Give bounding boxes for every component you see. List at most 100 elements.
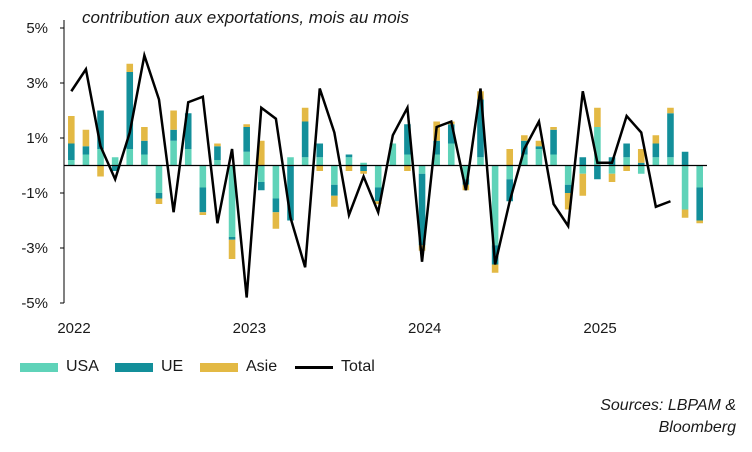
bar-asie [258,140,265,166]
bar-usa [652,157,660,166]
bar-ue [374,187,382,202]
bar-usa [345,157,353,166]
source-line-2: Bloomberg [658,419,736,436]
y-tick-label: 3% [26,75,48,92]
bar-asie [623,165,630,171]
bar-usa [272,165,280,199]
bar-ue [214,146,221,160]
bar-ue [433,140,440,155]
bar-asie [170,110,177,130]
bar-asie [126,63,134,72]
bar-asie [681,209,689,218]
bar-asie [374,201,382,204]
bar-usa [214,160,221,166]
bar-ue [258,182,265,191]
source-note: Sources: LBPAM & Bloomberg [600,395,736,439]
bar-asie [652,135,660,144]
bar-ue [126,72,134,149]
bar-usa [331,165,338,185]
bar-usa [477,157,484,166]
bar-usa [228,165,236,237]
bar-asie [550,127,557,130]
bar-asie [301,107,309,122]
y-tick-label: 5% [26,20,48,37]
bar-usa [564,165,572,185]
bar-usa [594,127,601,166]
bar-asie [214,143,221,147]
bar-ue [199,187,207,213]
bar-usa [287,157,294,166]
legend-item-total: Total [295,358,375,376]
bar-asie [316,165,324,171]
bar-ue [331,184,338,196]
bar-ue [316,143,324,158]
bar-ue [301,121,309,158]
legend-swatch-total [295,365,333,369]
bar-asie [82,129,90,147]
total-line [70,50,671,298]
bar-usa [491,165,499,246]
bar-usa [447,143,455,166]
bar-asie [521,135,528,141]
bar-asie [199,212,207,215]
bar-ue [360,165,367,171]
bar-asie [155,198,163,204]
bar-usa [535,149,543,166]
bar-ue [287,165,294,221]
bar-usa [68,160,75,166]
bar-usa [126,149,134,166]
bar-usa [82,154,90,166]
bar-asie [608,173,616,182]
bar-usa [550,154,557,166]
bar-ue [404,124,411,155]
bar-asie [418,245,426,251]
bar-asie [141,127,148,141]
bar-usa [608,165,616,174]
bar-usa [418,165,426,174]
bar-usa [521,154,528,166]
bar-usa [637,165,645,174]
bar-asie [404,165,411,171]
chart-subtitle: contribution aux exportations, mois au m… [82,8,409,27]
legend-label-usa: USA [66,358,99,375]
bar-ue [111,165,119,171]
bar-asie [243,124,250,127]
bar-usa [170,140,177,166]
bar-asie [564,193,572,210]
bar-asie [228,239,236,259]
bar-ue [243,127,250,152]
legend-label-ue: UE [161,358,184,375]
bar-asie [360,171,367,174]
y-axis-labels: 5% 3% 1% -1% -3% -5% [21,20,48,312]
bar-ue [594,165,601,180]
bar-ue [681,151,689,166]
bar-asie [667,107,674,114]
y-tick-label: -3% [21,240,48,257]
bar-asie [696,220,703,224]
bar-ue [637,162,645,166]
x-tick-label: 2024 [408,320,441,337]
bar-ue [155,193,163,199]
legend-swatch-asie [200,362,238,372]
x-axis-labels: 2022 2023 2024 2025 [57,320,616,337]
bar-usa [301,157,309,166]
y-tick-label: -1% [21,185,48,202]
bar-ue [68,143,75,160]
bar-usa [667,157,674,166]
bar-usa [199,165,207,188]
bar-asie [594,107,601,127]
source-line-1: Sources: LBPAM & [600,397,736,414]
bar-ue [141,140,148,155]
y-tick-label: -5% [21,295,48,312]
bar-usa [111,157,119,166]
bar-usa [360,162,367,166]
bar-usa [506,165,514,180]
bar-usa [579,165,587,174]
bar-asie [272,212,280,229]
bar-usa [97,149,104,166]
bar-ue [184,113,192,149]
bar-usa [184,149,192,166]
bar-usa [243,151,250,166]
bar-usa [462,165,470,180]
